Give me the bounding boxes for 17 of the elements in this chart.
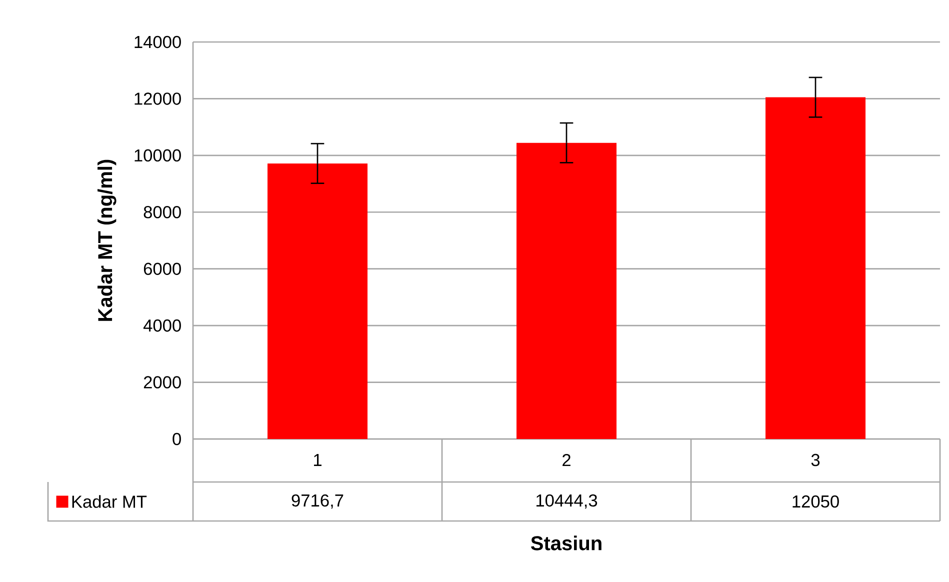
x-tick-label: 2: [562, 454, 570, 466]
y-tick-label: 4000: [143, 319, 181, 332]
y-tick-label: 2000: [144, 376, 181, 388]
y-axis-title: Kadar MT (ng/ml): [98, 160, 116, 321]
y-tick-label: 0: [172, 432, 181, 446]
legend-label: Kadar MT: [72, 495, 147, 508]
data-label: 10444,3: [536, 494, 598, 509]
data-label: 12050: [792, 495, 839, 508]
data-label: 9716,7: [292, 494, 344, 509]
x-axis-title: Stasiun: [530, 536, 602, 550]
x-tick-label: 1: [314, 454, 322, 466]
y-tick-label: 12000: [134, 92, 181, 105]
y-tick-label: 10000: [134, 149, 181, 162]
y-tick-label: 6000: [144, 262, 181, 275]
x-tick-label: 3: [811, 454, 820, 466]
y-tick-label: 8000: [144, 206, 181, 218]
y-tick-label: 14000: [134, 36, 181, 48]
